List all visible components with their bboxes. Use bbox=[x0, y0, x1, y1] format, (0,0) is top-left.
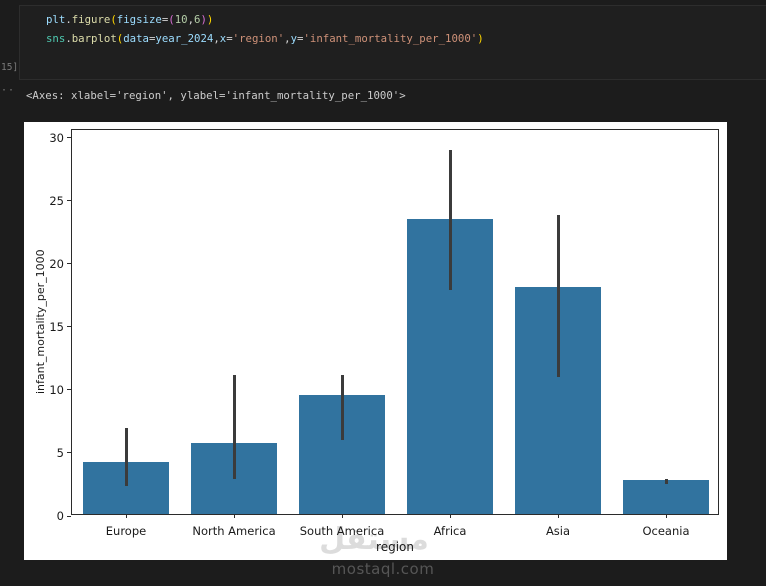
y-tick-label: 0 bbox=[56, 509, 64, 523]
error-bar bbox=[232, 374, 236, 480]
code-token: ) bbox=[200, 13, 207, 26]
x-tick-label: Oceania bbox=[642, 524, 690, 538]
code-token: barplot bbox=[71, 32, 117, 45]
x-tick-label: South America bbox=[299, 524, 385, 538]
code-token: plt bbox=[46, 13, 66, 26]
x-tick-mark bbox=[665, 514, 667, 518]
x-tick-mark bbox=[557, 514, 559, 518]
code-token: ( bbox=[168, 13, 175, 26]
cell-output-text: <Axes: xlabel='region', ylabel='infant_m… bbox=[26, 89, 406, 102]
error-bar bbox=[664, 479, 668, 485]
x-axis-label: region bbox=[376, 540, 414, 554]
code-line[interactable]: sns.barplot(data=year_2024,x='region',y=… bbox=[46, 29, 766, 48]
code-editor[interactable]: plt.figure(figsize=(10,6)) sns.barplot(da… bbox=[20, 6, 766, 48]
code-token: , bbox=[284, 32, 291, 45]
x-tick-label: North America bbox=[192, 524, 276, 538]
x-tick-label: Europe bbox=[105, 524, 147, 538]
code-token: data bbox=[123, 32, 149, 45]
y-tick-mark bbox=[67, 137, 71, 139]
y-tick-label: 5 bbox=[56, 445, 64, 460]
code-token: , bbox=[213, 32, 220, 45]
watermark-domain: mostaql.com bbox=[331, 560, 435, 578]
y-tick-mark bbox=[67, 515, 71, 517]
code-token: 'infant_mortality_per_1000' bbox=[303, 32, 478, 45]
code-token: year_2024 bbox=[155, 32, 214, 45]
y-axis-label: infant_mortality_per_1000 bbox=[34, 249, 47, 395]
y-tick-label: 15 bbox=[49, 319, 64, 334]
code-token: ( bbox=[110, 13, 117, 26]
code-token: , bbox=[187, 13, 195, 26]
x-tick-mark bbox=[233, 514, 235, 518]
code-token: = bbox=[161, 13, 169, 26]
code-token: figure bbox=[71, 13, 111, 26]
code-token: . bbox=[65, 32, 72, 45]
y-tick-label: 10 bbox=[49, 382, 64, 397]
y-tick-mark bbox=[67, 263, 71, 265]
code-token: 6 bbox=[194, 13, 201, 26]
code-token: ) bbox=[477, 32, 484, 45]
x-tick-mark bbox=[125, 514, 127, 518]
code-token: = bbox=[297, 32, 304, 45]
bar bbox=[623, 479, 709, 514]
error-bar bbox=[448, 150, 452, 291]
x-tick-mark bbox=[341, 514, 343, 518]
code-token: ) bbox=[206, 13, 214, 26]
y-tick-mark bbox=[67, 326, 71, 328]
y-tick-label: 20 bbox=[49, 256, 64, 271]
y-tick-mark bbox=[67, 452, 71, 454]
error-bar bbox=[556, 214, 560, 378]
code-line[interactable]: plt.figure(figsize=(10,6)) bbox=[46, 10, 766, 29]
code-token: 'region' bbox=[232, 32, 285, 45]
execution-count-label: 15] bbox=[1, 62, 19, 73]
x-tick-mark bbox=[449, 514, 451, 518]
code-token: . bbox=[65, 13, 72, 26]
code-token: y bbox=[290, 32, 298, 45]
watermark-logo: مستقل bbox=[319, 522, 429, 557]
code-token: = bbox=[148, 32, 156, 45]
error-bar bbox=[124, 427, 128, 486]
y-tick-label: 30 bbox=[49, 130, 64, 145]
x-tick-label: Africa bbox=[433, 524, 467, 538]
code-token: x bbox=[219, 32, 227, 45]
chart-figure-image: infant_mortality_per_1000 مستقل region 0… bbox=[24, 122, 727, 560]
y-tick-label: 25 bbox=[49, 193, 64, 208]
error-bar bbox=[340, 374, 344, 441]
code-token: figsize bbox=[116, 13, 162, 26]
code-token: sns bbox=[46, 32, 66, 45]
code-token: 10 bbox=[174, 13, 188, 26]
output-gutter-dots: ·· bbox=[1, 85, 16, 96]
code-cell[interactable]: plt.figure(figsize=(10,6)) sns.barplot(da… bbox=[19, 5, 766, 80]
axes-plot-area: region 0 5 10 15 20 25 30 Europe North America So… bbox=[49, 129, 719, 554]
y-tick-mark bbox=[67, 389, 71, 391]
code-token: = bbox=[226, 32, 233, 45]
y-tick-mark bbox=[67, 200, 71, 202]
x-tick-label: Asia bbox=[545, 524, 571, 538]
code-token: ( bbox=[116, 32, 124, 45]
